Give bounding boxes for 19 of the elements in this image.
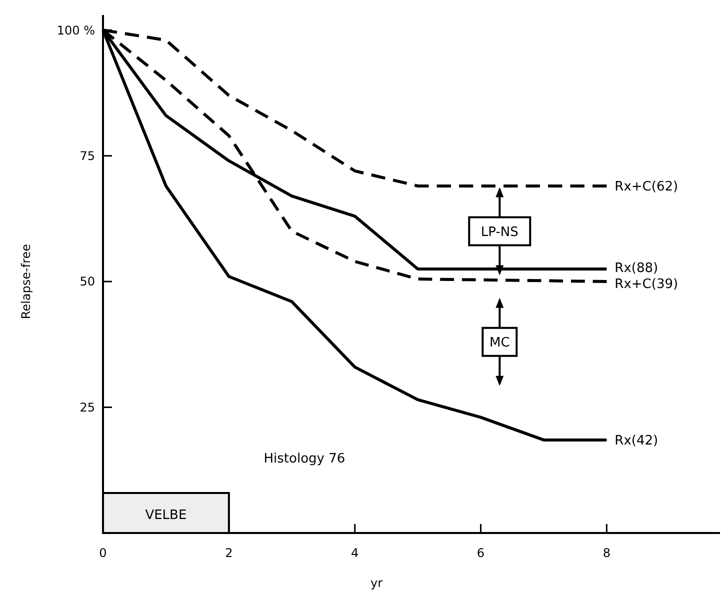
x-axis-title: yr [370, 576, 383, 590]
band-label: VELBE [145, 508, 187, 523]
y-tick-label: 100 % [56, 23, 95, 38]
series-label: Rx(88) [614, 260, 658, 276]
y-tick-label: 75 [80, 149, 95, 164]
annotation: LP-NS [480, 224, 518, 240]
series-label: Rx+C(39) [614, 276, 678, 292]
x-tick-label: 6 [476, 546, 485, 560]
y-tick-label: 25 [80, 400, 95, 414]
x-tick-label: 8 [602, 546, 610, 560]
series-label: Rx+C(62) [614, 180, 678, 195]
y-tick-label: 50 [80, 274, 95, 289]
x-tick-label: 2 [225, 546, 233, 560]
series-label: Rx(42) [614, 434, 658, 449]
x-tick-label: 0 [99, 546, 107, 560]
y-axis-title: Relapse-free [19, 244, 33, 320]
x-tick-label: 4 [351, 546, 359, 560]
annotation: Histology 76 [264, 452, 346, 467]
annotation: MC [489, 335, 510, 350]
